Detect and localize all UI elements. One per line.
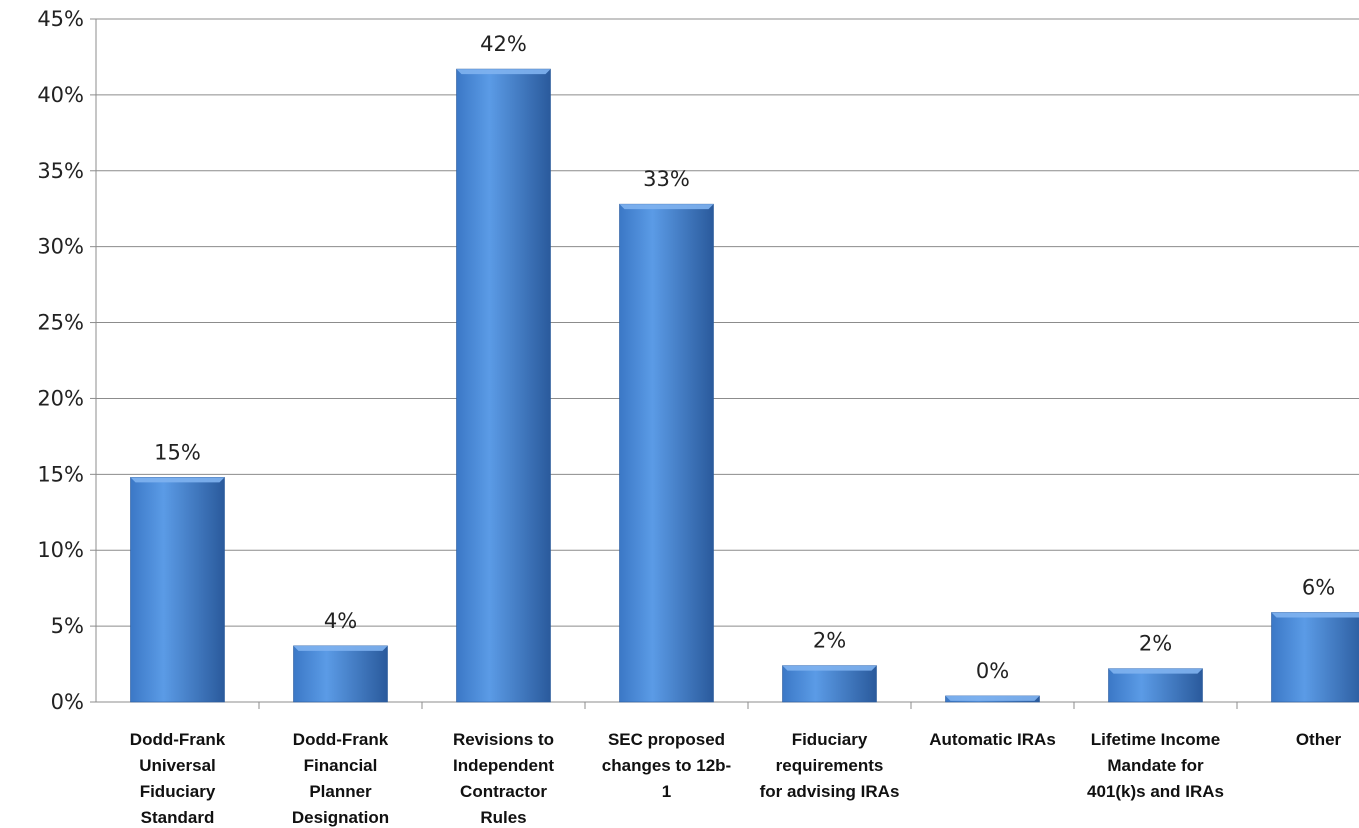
bar-top-bevel <box>293 645 388 651</box>
bar-top-bevel <box>1271 612 1359 618</box>
data-label: 4% <box>324 609 357 633</box>
y-tick-label: 25% <box>37 311 84 335</box>
data-label: 6% <box>1302 575 1335 599</box>
category-label-line: for advising IRAs <box>760 782 900 801</box>
bar-top-bevel <box>1108 668 1203 674</box>
category-label-line: Standard <box>141 808 215 827</box>
bar-top-bevel <box>130 477 225 483</box>
bar <box>130 477 225 703</box>
y-tick-label: 20% <box>37 386 84 410</box>
category-label: Lifetime Income Mandate for 401(k)s and IR… <box>1087 730 1224 801</box>
y-tick-label: 15% <box>37 462 84 486</box>
bar-top-bevel <box>782 665 877 671</box>
category-label-line: Fiduciary <box>140 782 216 801</box>
category-label-line: Universal <box>139 756 216 775</box>
bar <box>293 645 388 703</box>
y-tick-label: 40% <box>37 83 84 107</box>
category-label-line: changes to 12b- <box>602 756 731 775</box>
category-label-line: 1 <box>662 782 671 801</box>
y-tick-label: 30% <box>37 235 84 259</box>
labels: 0%5%10%15%20%25%30%35%40%45%15%Dodd-Fran… <box>37 7 1341 827</box>
bars <box>130 68 1359 703</box>
y-tick-label: 10% <box>37 538 84 562</box>
bar <box>1108 668 1203 703</box>
data-label: 33% <box>643 167 690 191</box>
category-label-line: Lifetime Income <box>1091 730 1220 749</box>
category-label-line: requirements <box>776 756 884 775</box>
data-label: 2% <box>813 629 846 653</box>
data-label: 15% <box>154 440 201 464</box>
axes <box>90 18 1359 709</box>
bar <box>1271 612 1359 703</box>
category-label-line: 401(k)s and IRAs <box>1087 782 1224 801</box>
category-label-line: Automatic IRAs <box>929 730 1056 749</box>
bar <box>782 665 877 703</box>
y-tick-label: 5% <box>51 614 84 638</box>
category-label-line: Dodd-Frank <box>130 730 226 749</box>
y-tick-label: 0% <box>51 690 84 714</box>
category-label: Dodd-Frank Universal Fiduciary Standard <box>130 730 226 827</box>
category-label: SEC proposed changes to 12b- 1 <box>602 730 731 801</box>
category-label-line: Dodd-Frank <box>293 730 389 749</box>
category-label-line: Fiduciary <box>792 730 868 749</box>
y-tick-label: 35% <box>37 159 84 183</box>
category-label: Other <box>1296 730 1342 749</box>
category-label: Automatic IRAs <box>929 730 1056 749</box>
bar <box>619 203 714 703</box>
data-label: 42% <box>480 32 527 56</box>
category-label-line: Other <box>1296 730 1342 749</box>
category-label: Revisions to Independent Contractor Rules <box>453 730 554 827</box>
category-label-line: SEC proposed <box>608 730 725 749</box>
category-label: Dodd-Frank Financial Planner Designation <box>292 730 389 827</box>
category-label-line: Planner <box>309 782 372 801</box>
category-label-line: Mandate for <box>1107 756 1204 775</box>
category-label-line: Independent <box>453 756 554 775</box>
category-label-line: Financial <box>304 756 378 775</box>
category-label: Fiduciary requirements for advising IRAs <box>760 730 900 801</box>
bar-top-bevel <box>619 204 714 210</box>
bar <box>456 68 551 703</box>
category-label-line: Contractor <box>460 782 547 801</box>
data-label: 2% <box>1139 632 1172 656</box>
category-label-line: Designation <box>292 808 389 827</box>
bar-top-bevel <box>945 695 1040 701</box>
bar-top-bevel <box>456 69 551 75</box>
category-label-line: Rules <box>480 808 526 827</box>
data-label: 0% <box>976 659 1009 683</box>
y-tick-label: 45% <box>37 7 84 31</box>
category-label-line: Revisions to <box>453 730 554 749</box>
gridlines <box>96 18 1359 627</box>
